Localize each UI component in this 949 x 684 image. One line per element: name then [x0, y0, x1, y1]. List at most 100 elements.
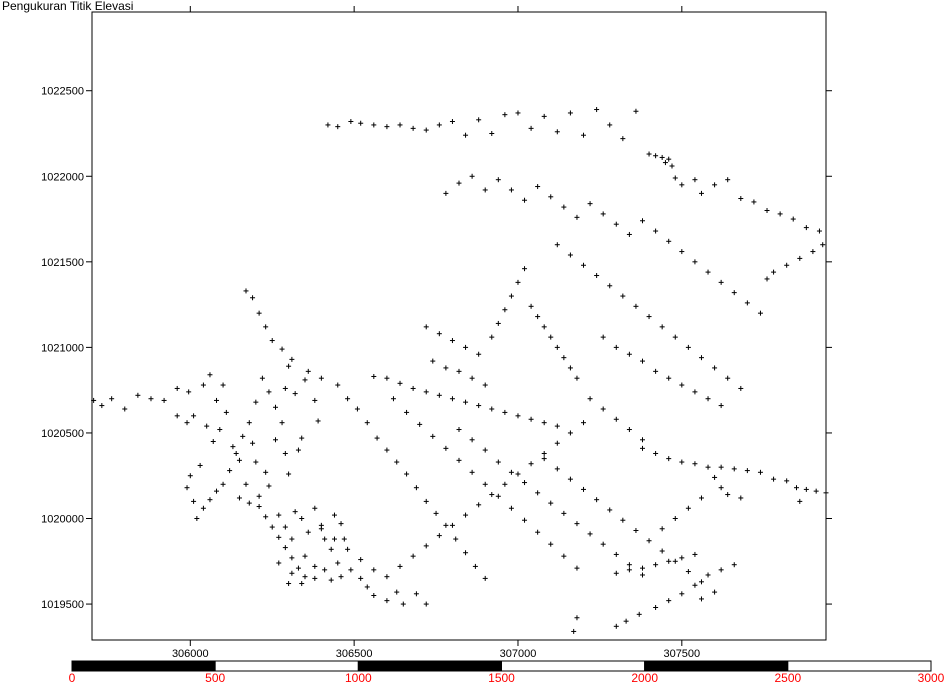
- elevation-point: [646, 314, 652, 320]
- elevation-point: [594, 273, 600, 279]
- elevation-point: [256, 493, 262, 499]
- elevation-point: [410, 553, 416, 559]
- elevation-point: [659, 324, 665, 330]
- elevation-point: [328, 577, 334, 583]
- elevation-point: [718, 279, 724, 285]
- elevation-point: [705, 464, 711, 470]
- elevation-point: [384, 124, 390, 130]
- elevation-point: [508, 469, 514, 475]
- elevation-point: [790, 216, 796, 222]
- elevation-point: [289, 356, 295, 362]
- elevation-point: [371, 373, 377, 379]
- elevation-point: [771, 269, 777, 275]
- elevation-point: [633, 303, 639, 309]
- elevation-point: [292, 391, 298, 397]
- elevation-point: [698, 355, 704, 361]
- elevation-point: [581, 420, 587, 426]
- elevation-point: [463, 550, 469, 556]
- elevation-point: [777, 211, 783, 217]
- elevation-point: [417, 421, 423, 427]
- elevation-point: [227, 468, 233, 474]
- elevation-point: [554, 129, 560, 135]
- elevation-point: [640, 437, 645, 443]
- elevation-point: [662, 160, 668, 166]
- elevation-point: [692, 551, 698, 557]
- elevation-point: [718, 403, 724, 409]
- elevation-point: [338, 521, 344, 527]
- elevation-point: [554, 440, 560, 446]
- scale-bar-label: 2500: [774, 671, 801, 684]
- elevation-point: [295, 447, 301, 453]
- elevation-point: [653, 228, 659, 234]
- elevation-point: [328, 546, 334, 552]
- elevation-point: [282, 450, 288, 456]
- elevation-point: [384, 574, 390, 580]
- elevation-point: [335, 560, 341, 566]
- elevation-point: [653, 604, 659, 610]
- y-tick-label: 1019500: [41, 599, 84, 611]
- elevation-point: [246, 500, 252, 506]
- elevation-point: [312, 575, 318, 581]
- elevation-point: [413, 591, 419, 597]
- elevation-point: [502, 112, 508, 118]
- elevation-point: [587, 201, 593, 207]
- scale-bar-label: 1500: [488, 671, 515, 684]
- elevation-point: [692, 582, 698, 588]
- elevation-point: [698, 579, 704, 585]
- elevation-point: [698, 495, 704, 501]
- elevation-point: [528, 303, 534, 309]
- elevation-point: [594, 107, 600, 113]
- elevation-point: [535, 490, 541, 496]
- elevation-point: [371, 593, 377, 599]
- elevation-point: [495, 493, 501, 499]
- elevation-point: [282, 524, 288, 530]
- elevation-point: [463, 512, 469, 518]
- elevation-point: [571, 628, 577, 634]
- elevation-point: [394, 459, 400, 465]
- elevation-point: [259, 375, 265, 381]
- elevation-point: [404, 409, 410, 415]
- elevation-point: [443, 365, 449, 371]
- elevation-point: [626, 351, 632, 357]
- elevation-point: [286, 581, 292, 587]
- elevation-point: [436, 122, 442, 128]
- elevation-point: [341, 536, 347, 542]
- elevation-point: [659, 526, 665, 532]
- elevation-point: [482, 382, 488, 388]
- elevation-point: [810, 249, 816, 255]
- elevation-point: [331, 512, 337, 518]
- elevation-point: [653, 562, 659, 568]
- elevation-point: [436, 533, 442, 539]
- elevation-point: [718, 485, 724, 491]
- elevation-point: [567, 252, 573, 258]
- elevation-point: [187, 473, 193, 479]
- elevation-point: [315, 418, 321, 424]
- elevation-point: [613, 416, 619, 422]
- elevation-point: [174, 385, 180, 391]
- elevation-point: [148, 396, 154, 402]
- elevation-point: [276, 512, 282, 518]
- elevation-point: [282, 385, 288, 391]
- scale-bar-segment: [644, 660, 789, 672]
- elevation-point: [561, 355, 567, 361]
- elevation-point: [712, 474, 718, 480]
- elevation-point: [757, 310, 763, 316]
- elevation-point: [463, 399, 469, 405]
- elevation-point: [744, 300, 750, 306]
- elevation-point: [210, 439, 216, 445]
- y-tick-label: 1021000: [41, 342, 84, 354]
- elevation-point: [698, 190, 704, 196]
- elevation-point: [482, 187, 488, 193]
- elevation-point: [797, 498, 803, 504]
- elevation-point: [718, 567, 724, 573]
- elevation-point: [738, 385, 744, 391]
- elevation-point: [679, 459, 685, 465]
- elevation-point: [469, 173, 475, 179]
- elevation-point: [640, 218, 645, 224]
- elevation-point: [433, 510, 439, 516]
- elevation-point: [469, 469, 475, 475]
- elevation-point: [453, 536, 459, 542]
- elevation-point: [567, 365, 573, 371]
- elevation-point: [554, 423, 560, 429]
- elevation-point: [502, 481, 508, 487]
